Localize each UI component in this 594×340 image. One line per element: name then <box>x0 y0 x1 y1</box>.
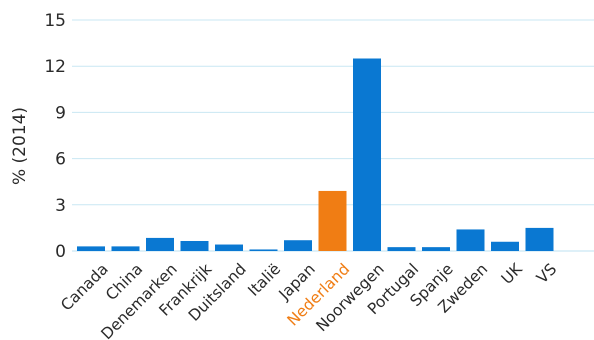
bar-vs <box>525 227 554 251</box>
x-tick-label-uk: UK <box>498 259 527 288</box>
bar-portugal <box>387 247 416 251</box>
y-tick-label: 9 <box>55 103 66 123</box>
x-tick-label-canada: Canada <box>57 260 111 314</box>
y-tick-label: 6 <box>55 150 66 170</box>
x-tick-label-vs: VS <box>533 260 560 287</box>
x-tick-labels: CanadaChinaDenemarkenFrankrijkDuitslandI… <box>57 259 560 340</box>
y-tick-labels: 0 3 6 9 12 15 <box>44 11 66 262</box>
bar-nederland <box>318 190 347 251</box>
bar-uk <box>491 241 519 251</box>
bar-denemarken <box>146 237 174 251</box>
bar-italië <box>249 249 278 251</box>
bar-china <box>111 246 140 251</box>
y-tick-label: 0 <box>55 242 66 262</box>
y-tick-label: 3 <box>55 196 66 216</box>
bar-frankrijk <box>180 240 209 251</box>
bar-canada <box>77 246 105 251</box>
bar-spanje <box>422 247 450 251</box>
bar-zweden <box>456 229 485 251</box>
bar-duitsland <box>215 244 243 251</box>
y-tick-label: 15 <box>44 11 66 31</box>
bars <box>77 58 554 251</box>
y-tick-label: 12 <box>44 57 66 77</box>
y-axis-label: % (2014) <box>10 107 30 185</box>
bar-noorwegen <box>353 58 381 251</box>
bar-japan <box>284 240 312 251</box>
